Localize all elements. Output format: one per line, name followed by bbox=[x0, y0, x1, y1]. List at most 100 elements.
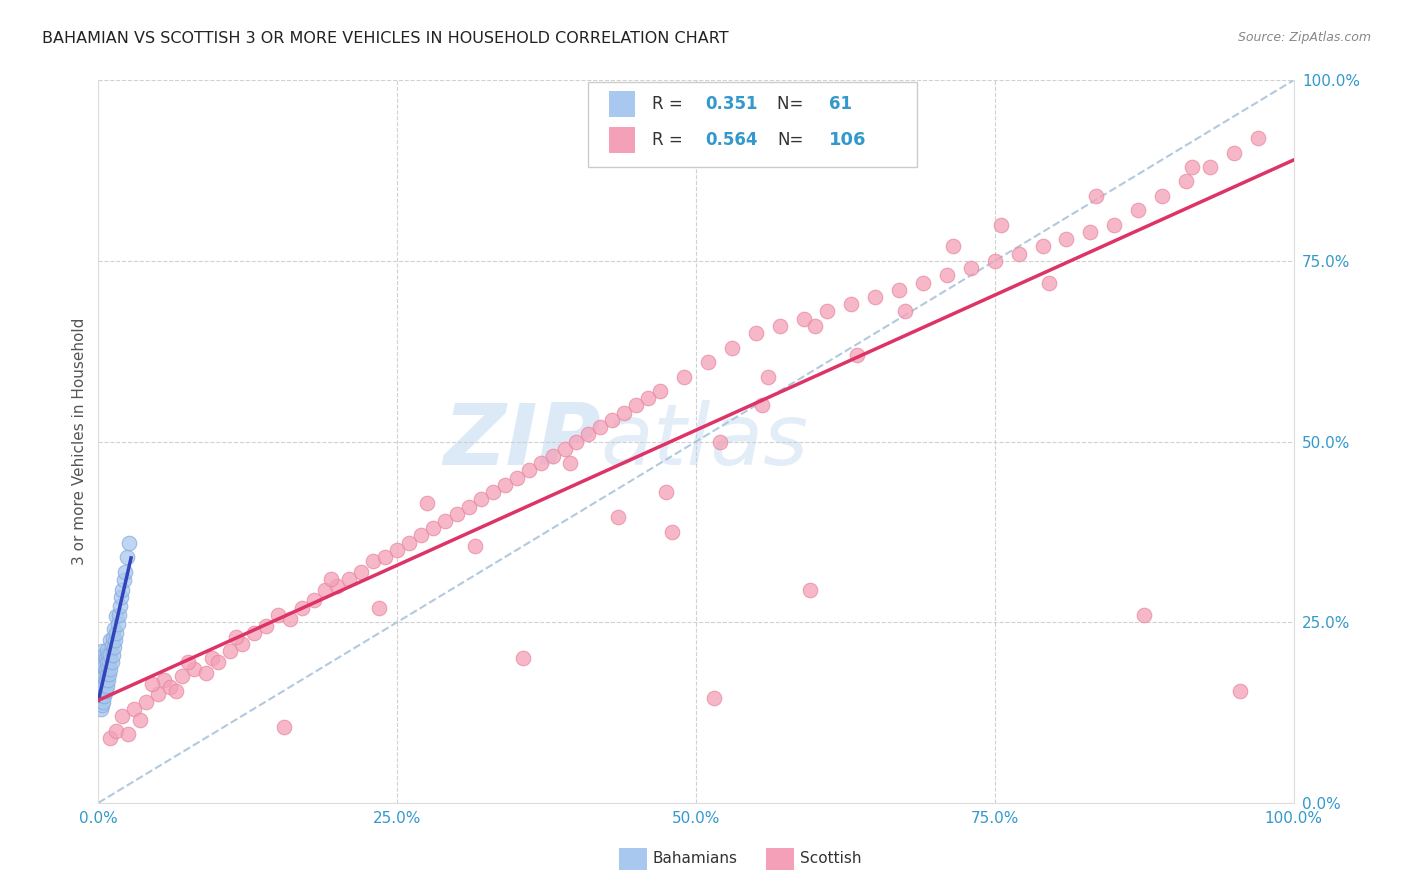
Point bbox=[648, 384, 672, 398]
Point bbox=[363, 554, 385, 568]
Point bbox=[231, 637, 253, 651]
Point bbox=[512, 651, 534, 665]
Point bbox=[602, 413, 624, 427]
Point bbox=[578, 427, 600, 442]
Point bbox=[101, 648, 124, 662]
Point bbox=[89, 676, 111, 690]
Point bbox=[1032, 239, 1054, 253]
Point bbox=[339, 572, 361, 586]
Point bbox=[141, 676, 163, 690]
Point bbox=[90, 680, 112, 694]
Point bbox=[112, 574, 135, 588]
Point bbox=[273, 720, 295, 734]
Point bbox=[110, 590, 132, 604]
Point bbox=[101, 631, 124, 645]
Point bbox=[91, 689, 114, 703]
Point bbox=[894, 304, 917, 318]
Text: R =: R = bbox=[652, 95, 688, 113]
Point bbox=[745, 326, 768, 340]
Point bbox=[89, 683, 111, 698]
Point bbox=[100, 655, 122, 669]
Point bbox=[100, 638, 122, 652]
Point bbox=[254, 619, 277, 633]
Text: 106: 106 bbox=[828, 131, 866, 149]
Point bbox=[90, 702, 112, 716]
Point bbox=[541, 449, 564, 463]
Point bbox=[1175, 174, 1198, 188]
Text: N=: N= bbox=[778, 95, 808, 113]
Point bbox=[721, 341, 744, 355]
Point bbox=[942, 239, 965, 253]
Point bbox=[1104, 218, 1126, 232]
Point bbox=[841, 297, 863, 311]
Point bbox=[464, 539, 486, 553]
Point bbox=[613, 406, 636, 420]
Point bbox=[183, 662, 205, 676]
Text: ZIP: ZIP bbox=[443, 400, 600, 483]
Point bbox=[129, 713, 152, 727]
Point bbox=[90, 691, 112, 706]
Point bbox=[117, 727, 139, 741]
Text: N=: N= bbox=[778, 131, 804, 149]
Point bbox=[1223, 145, 1246, 160]
Point bbox=[673, 369, 696, 384]
Point bbox=[565, 434, 588, 449]
Point bbox=[1133, 607, 1156, 622]
Point bbox=[560, 456, 582, 470]
Point bbox=[90, 673, 112, 687]
Text: Bahamians: Bahamians bbox=[652, 852, 737, 866]
Point bbox=[990, 218, 1012, 232]
Y-axis label: 3 or more Vehicles in Household: 3 or more Vehicles in Household bbox=[72, 318, 87, 566]
Point bbox=[93, 669, 115, 683]
Point bbox=[96, 655, 118, 669]
Point bbox=[243, 626, 266, 640]
Point bbox=[302, 593, 325, 607]
Point bbox=[1008, 246, 1031, 260]
Point bbox=[815, 304, 838, 318]
Point bbox=[103, 623, 125, 637]
Point bbox=[201, 651, 224, 665]
Point bbox=[703, 691, 725, 706]
Point bbox=[637, 391, 659, 405]
Point bbox=[195, 665, 218, 680]
Point bbox=[91, 695, 114, 709]
Point bbox=[1038, 276, 1060, 290]
Point bbox=[385, 542, 409, 557]
Point bbox=[709, 434, 731, 449]
Point bbox=[225, 630, 247, 644]
Text: 0.351: 0.351 bbox=[706, 95, 758, 113]
Point bbox=[911, 276, 934, 290]
Point bbox=[506, 470, 529, 484]
Point bbox=[111, 709, 134, 723]
Point bbox=[115, 550, 138, 565]
Point bbox=[446, 507, 468, 521]
Point bbox=[172, 669, 194, 683]
Point bbox=[846, 348, 869, 362]
Point bbox=[89, 662, 111, 676]
Point bbox=[94, 673, 117, 687]
FancyBboxPatch shape bbox=[609, 128, 636, 153]
Point bbox=[1056, 232, 1078, 246]
Point bbox=[165, 683, 187, 698]
Text: 0.564: 0.564 bbox=[706, 131, 758, 149]
Point bbox=[94, 651, 117, 665]
Point bbox=[96, 667, 118, 681]
Point bbox=[1181, 160, 1204, 174]
Point bbox=[1152, 189, 1174, 203]
Point bbox=[416, 496, 439, 510]
Point bbox=[135, 695, 157, 709]
Point bbox=[91, 644, 114, 658]
Point bbox=[153, 673, 176, 687]
Point bbox=[481, 485, 505, 500]
Point bbox=[105, 609, 128, 624]
Point bbox=[90, 658, 112, 673]
Point bbox=[607, 510, 630, 524]
Point bbox=[93, 689, 115, 703]
Point bbox=[98, 667, 121, 681]
Point bbox=[291, 600, 314, 615]
Point bbox=[315, 582, 337, 597]
Point bbox=[458, 500, 481, 514]
Point bbox=[124, 702, 146, 716]
Point bbox=[148, 687, 170, 701]
Point bbox=[90, 665, 112, 680]
